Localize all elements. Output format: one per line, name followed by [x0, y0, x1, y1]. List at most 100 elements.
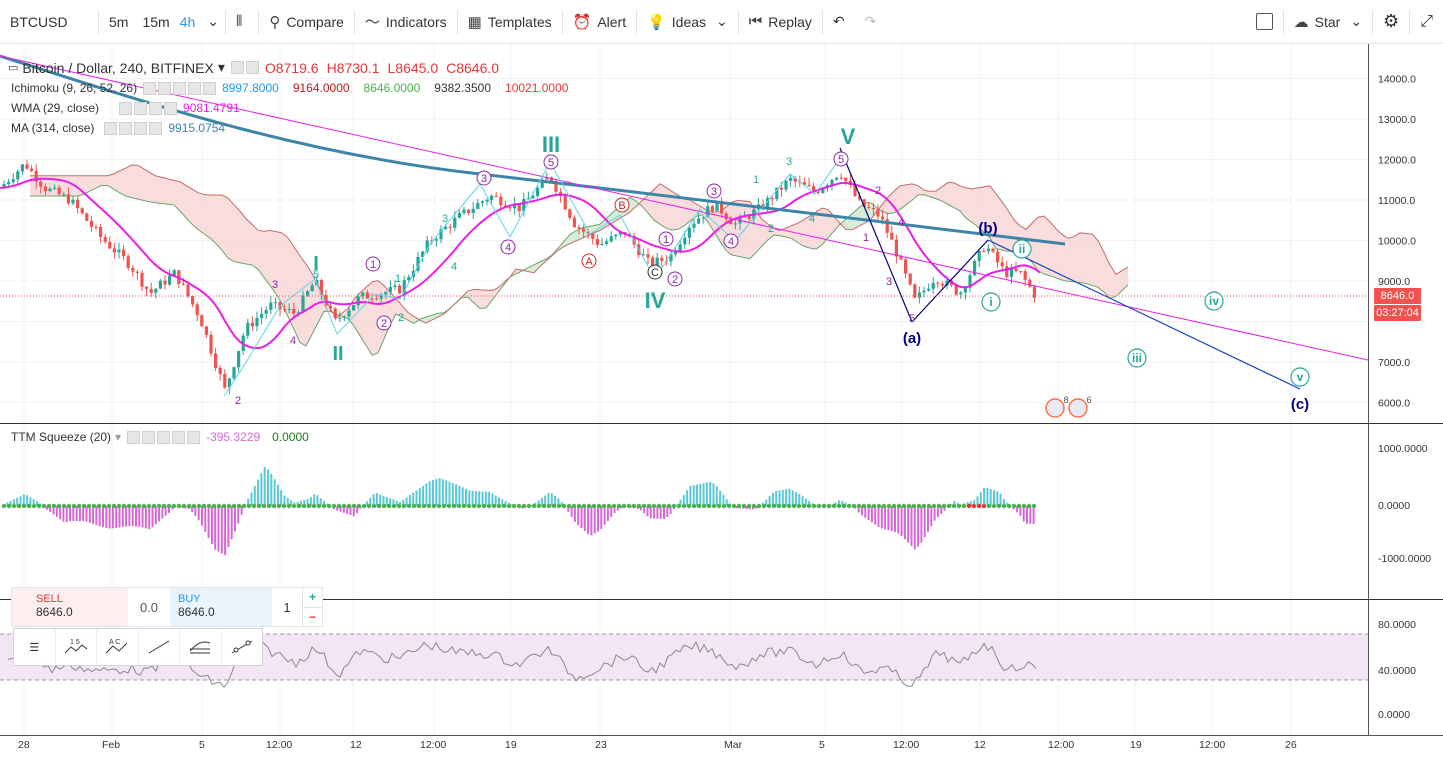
fib-tool[interactable] [180, 629, 222, 665]
redo-button[interactable]: ↷ [855, 0, 887, 44]
legend-controls[interactable] [143, 81, 217, 95]
candle-body [218, 367, 222, 374]
interval-dropdown-icon[interactable]: ⌄ [207, 13, 219, 29]
squeeze-dot [861, 503, 867, 509]
candle-body [802, 181, 806, 185]
increase-qty-button[interactable]: + [303, 588, 322, 608]
sell-button[interactable]: SELL 8646.0 [12, 588, 128, 626]
cloud-icon: ☁ [1293, 13, 1309, 31]
ttm-label: TTM Squeeze (20) [11, 430, 112, 444]
ray-tool[interactable] [222, 629, 263, 665]
wave-sub-8: 1 [753, 174, 759, 186]
buy-button[interactable]: BUY 8646.0 [170, 588, 272, 626]
time-tick: 12:00 [1048, 739, 1074, 751]
corr-line-a [839, 147, 913, 323]
interval-15m[interactable]: 15m [142, 13, 170, 30]
cloud-segment [186, 185, 192, 225]
compare-button[interactable]: ⚲ Compare [269, 13, 344, 31]
roman-circle [1204, 291, 1224, 311]
cloud-segment [234, 204, 240, 263]
squeeze-dot [36, 503, 42, 509]
alert-button[interactable]: ⏰ Alert [572, 13, 627, 31]
symbol-search[interactable]: BTCUSD [0, 0, 98, 44]
squeeze-dot [641, 503, 647, 509]
indicators-button[interactable]: 〜 Indicators [355, 0, 457, 44]
legend-controls[interactable] [127, 430, 201, 444]
star-button[interactable]: ☁ Star ⌄ [1293, 13, 1363, 31]
cloud-segment [246, 218, 252, 265]
ohlc-low: L8645.0 [387, 59, 439, 76]
squeeze-dot [991, 503, 997, 509]
candle-body [384, 292, 388, 295]
impulse-wave-tool[interactable]: 1 5 [56, 629, 97, 665]
trend-line-tool[interactable] [139, 629, 180, 665]
legend-controls[interactable] [104, 121, 163, 135]
squeeze-dot [441, 503, 447, 509]
templates-button[interactable]: ▦ Templates [467, 13, 552, 31]
squeeze-dot [421, 503, 427, 509]
candle-body [678, 244, 682, 252]
squeeze-dot [571, 503, 577, 509]
candles-icon: ⫴ [236, 13, 243, 30]
candle-body [540, 179, 544, 188]
correction-wave-tool[interactable]: A C [97, 629, 139, 665]
rsi-tick: 80.0000 [1378, 619, 1416, 631]
replay-button[interactable]: ⏮ Replay [748, 13, 812, 30]
candle-body [963, 287, 967, 293]
squeeze-dot [801, 503, 807, 509]
quantity-field[interactable]: 1 [283, 599, 291, 615]
squeeze-dot [956, 503, 962, 509]
ideas-button[interactable]: 💡 Ideas ⌄ [647, 13, 728, 31]
chevron-down-icon[interactable]: ▾ [115, 430, 122, 444]
squeeze-dot [766, 503, 772, 509]
interval-4h[interactable]: 4h [179, 13, 196, 30]
squeeze-dot [151, 503, 157, 509]
ichimoku-legend: Ichimoku (9, 26, 52, 26) 8997.8000 9164.… [11, 81, 568, 95]
fullscreen-button[interactable]: ⤢ [1410, 0, 1443, 44]
layout-button[interactable] [1246, 0, 1283, 44]
squeeze-dot [426, 503, 432, 509]
candle-body [476, 203, 480, 209]
squeeze-dot [86, 503, 92, 509]
roman-circle [1012, 239, 1032, 259]
squeeze-dot [126, 503, 132, 509]
candle-body [770, 197, 774, 200]
candle-body [618, 232, 622, 235]
squeeze-dot [96, 503, 102, 509]
chart-type-button[interactable]: ⫴ [226, 0, 258, 44]
menu-icon[interactable]: ☰ [14, 629, 56, 665]
candle-body [352, 305, 356, 311]
redo-icon: ↷ [864, 13, 877, 29]
trade-panel: SELL 8646.0 0.0 BUY 8646.0 1 + − [11, 587, 323, 627]
squeeze-dot [366, 503, 372, 509]
interval-5m[interactable]: 5m [109, 13, 129, 30]
cloud-segment [204, 194, 210, 239]
time-tick: 5 [819, 739, 825, 751]
price-tick: 11000.0 [1378, 195, 1415, 207]
wave-sub-14: 3 [886, 276, 892, 288]
settings-button[interactable]: ⚙ [1373, 0, 1409, 44]
chevron-down-icon[interactable]: ▾ [217, 59, 225, 75]
squeeze-dot [1021, 503, 1027, 509]
decrease-qty-button[interactable]: − [308, 609, 316, 624]
candle-body [273, 302, 277, 304]
candle-body [195, 304, 199, 316]
squeeze-dot [631, 503, 637, 509]
collapse-icon[interactable]: ▭ [8, 62, 19, 74]
legend-controls[interactable] [119, 101, 178, 115]
candle-body [729, 219, 733, 225]
ichimoku-lead1: 9382.3500 [434, 81, 492, 95]
cloud-segment [972, 187, 978, 228]
legend-controls[interactable] [230, 61, 259, 74]
alarm-icon: ⏰ [572, 13, 592, 31]
ttm-squeeze-histogram [1, 466, 1037, 555]
undo-button[interactable]: ↶ [823, 0, 855, 44]
candle-body [347, 310, 351, 317]
svg-text:1 5: 1 5 [70, 639, 80, 646]
wma-legend: WMA (29, close) 9081.4791 [11, 101, 240, 115]
cloud-segment [666, 187, 672, 231]
squeeze-dot [281, 503, 287, 509]
top-toolbar: BTCUSD 5m 15m 4h ⌄ ⫴ ⚲ Compare 〜 Indicator… [0, 0, 1443, 44]
squeeze-dot [61, 503, 67, 509]
